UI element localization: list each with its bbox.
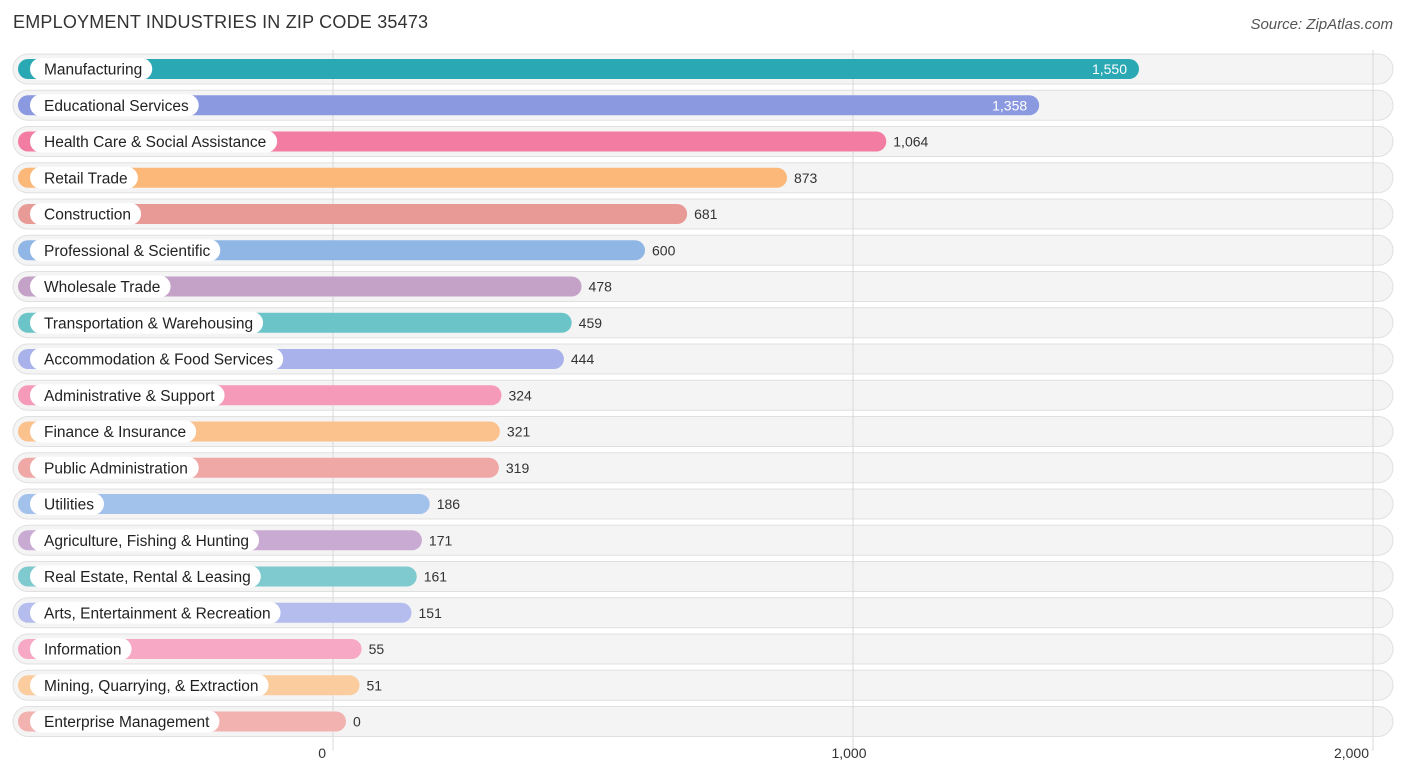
bar <box>18 59 1139 79</box>
bar-label-pill <box>30 565 261 588</box>
bar-label-pill <box>30 203 142 225</box>
bar-label-pill <box>30 710 220 733</box>
bar-group: Public Administration 319 <box>18 456 530 479</box>
bar-group: Construction 681 <box>18 203 718 225</box>
bar-label-pill <box>30 601 281 624</box>
bar-label-pill <box>30 674 269 697</box>
bar-value-label: 1,550 <box>1092 61 1127 77</box>
bar-group: Finance & Insurance 321 <box>18 420 531 443</box>
bar-label-pill <box>30 493 104 515</box>
bar-group: Transportation & Warehousing 459 <box>18 311 603 334</box>
bar-category-label: Enterprise Management <box>44 714 210 731</box>
bar-label-pill <box>30 638 132 660</box>
bar-group: Enterprise Management 0 <box>18 710 361 733</box>
x-tick-label: 2,000 <box>1334 745 1369 761</box>
bar-category-label: Information <box>44 642 122 659</box>
bar-label-pill <box>30 275 171 298</box>
bar-category-label: Manufacturing <box>44 62 142 79</box>
x-tick-label: 0 <box>318 745 326 761</box>
bar-group: Real Estate, Rental & Leasing 161 <box>18 565 448 588</box>
bar-group: Accommodation & Food Services 444 <box>18 348 594 370</box>
bar-label-pill <box>30 420 197 443</box>
bar-group: Agriculture, Fishing & Hunting 171 <box>18 529 453 552</box>
bar-value-label: 873 <box>794 170 818 186</box>
bar-label-pill <box>30 58 153 80</box>
bar-category-label: Accommodation & Food Services <box>44 352 273 369</box>
bar-label-pill <box>30 130 278 153</box>
bar-value-label: 161 <box>424 569 448 585</box>
bar-value-label: 55 <box>369 641 385 657</box>
bar-label-pill <box>30 384 225 407</box>
bar-group: Retail Trade 873 <box>18 166 818 189</box>
chart-title: EMPLOYMENT INDUSTRIES IN ZIP CODE 35473 <box>13 12 429 32</box>
bar <box>18 204 688 224</box>
bar-value-label: 319 <box>506 460 530 476</box>
bar-group: Professional & Scientific 600 <box>18 239 676 262</box>
bar-category-label: Health Care & Social Assistance <box>44 134 266 151</box>
bar-value-label: 681 <box>694 206 718 222</box>
bar-category-label: Agriculture, Fishing & Hunting <box>44 533 249 550</box>
bar-group: Administrative & Support 324 <box>18 384 532 407</box>
chart-source: Source: ZipAtlas.com <box>1250 16 1393 33</box>
bar-label-pill <box>30 239 221 262</box>
row-background <box>12 669 1394 701</box>
bar-group: Arts, Entertainment & Recreation 151 <box>18 601 443 624</box>
bar-group: Information 55 <box>18 638 384 660</box>
bar-category-label: Wholesale Trade <box>44 279 160 296</box>
x-axis: 0 1,000 2,000 <box>318 745 1369 761</box>
bar-category-label: Real Estate, Rental & Leasing <box>44 569 251 586</box>
bar-category-label: Public Administration <box>44 460 188 477</box>
bar-category-label: Educational Services <box>44 98 189 115</box>
bar-group: Mining, Quarrying, & Extraction 51 <box>18 674 383 697</box>
bar-value-label: 324 <box>508 387 532 403</box>
bar-category-label: Retail Trade <box>44 170 128 187</box>
bar-label-pill <box>30 348 284 370</box>
bar-group: Utilities 186 <box>18 493 460 515</box>
bar-value-label: 51 <box>367 677 383 693</box>
bar-label-pill <box>30 311 264 334</box>
bar-value-label: 151 <box>419 605 443 621</box>
bar <box>18 95 1040 116</box>
bar-category-label: Finance & Insurance <box>44 424 186 441</box>
bar-value-label: 171 <box>429 532 453 548</box>
bar-group: Health Care & Social Assistance 1,064 <box>18 130 929 153</box>
bar-label-pill <box>30 166 138 189</box>
bar-value-label: 186 <box>437 496 461 512</box>
bar-value-label: 600 <box>652 242 676 258</box>
bar <box>18 494 430 514</box>
bar-category-label: Construction <box>44 207 131 224</box>
bar-label-pill <box>30 94 199 117</box>
bar-category-label: Arts, Entertainment & Recreation <box>44 605 271 622</box>
bar-group: Wholesale Trade 478 <box>18 275 613 298</box>
bar-group: Manufacturing 1,550 <box>18 58 1139 80</box>
x-tick-label: 1,000 <box>831 745 866 761</box>
bar-group: Educational Services 1,358 <box>18 94 1040 117</box>
bars: Manufacturing 1,550 Educational Services 1,… <box>18 58 1139 733</box>
bar-value-label: 478 <box>589 279 613 295</box>
bar-value-label: 0 <box>353 714 361 730</box>
bar-label-pill <box>30 456 199 479</box>
bar-category-label: Professional & Scientific <box>44 243 211 260</box>
bar-category-label: Mining, Quarrying, & Extraction <box>44 678 259 695</box>
bar-label-pill <box>30 529 260 552</box>
bar-category-label: Utilities <box>44 497 94 514</box>
bar-category-label: Administrative & Support <box>44 388 215 405</box>
bar-value-label: 1,064 <box>893 134 928 150</box>
row-background <box>12 706 1394 737</box>
bar-value-label: 444 <box>571 351 595 367</box>
bar-value-label: 321 <box>507 424 531 440</box>
bar-category-label: Transportation & Warehousing <box>44 315 253 332</box>
bar <box>18 167 787 188</box>
bar-value-label: 1,358 <box>992 97 1027 113</box>
bar-value-label: 459 <box>579 315 603 331</box>
